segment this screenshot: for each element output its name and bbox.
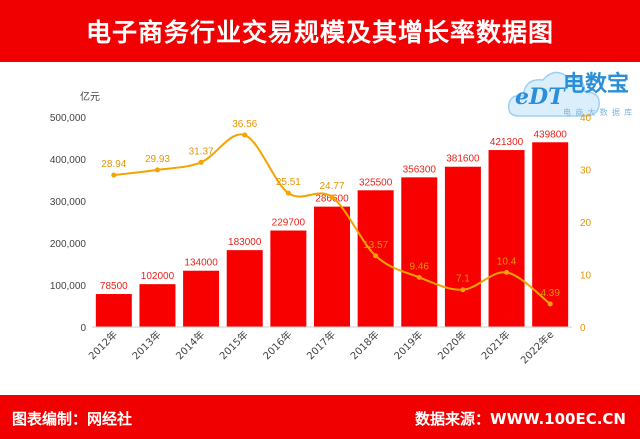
x-tick-label: 2014年 — [173, 328, 207, 362]
x-tick-label: 2012年 — [86, 328, 120, 362]
line-point — [242, 132, 248, 138]
y2-tick-label: 20 — [580, 218, 592, 229]
bar-value-label: 325500 — [359, 177, 393, 188]
bar-value-label: 102000 — [141, 271, 175, 282]
line-point — [111, 172, 117, 178]
bar — [444, 166, 481, 327]
bar — [183, 270, 220, 327]
y-tick-label: 0 — [80, 323, 86, 334]
bar-line-chart: 亿元 0100,000200,000300,000400,000500,000 … — [50, 90, 592, 367]
y-axis-label: 亿元 — [80, 90, 100, 103]
bar — [532, 142, 569, 327]
line-point — [285, 190, 291, 196]
y-tick-label: 500,000 — [50, 113, 87, 124]
y2-tick-label: 40 — [580, 113, 592, 124]
line-point — [373, 253, 379, 259]
line-point — [198, 159, 204, 165]
line-value-label: 36.56 — [232, 119, 257, 130]
y-tick-label: 100,000 — [50, 281, 87, 292]
y-tick-label: 400,000 — [50, 155, 87, 166]
x-tick-label: 2022年e — [518, 328, 557, 367]
bar — [488, 150, 525, 327]
line-value-label: 29.93 — [145, 154, 170, 165]
line-value-label: 31.37 — [189, 146, 214, 157]
line-point — [547, 301, 553, 307]
y2-tick-label: 30 — [580, 166, 592, 177]
bar-value-label: 439800 — [533, 129, 567, 140]
logo-subtitle: 电 商 大 数 据 库 — [563, 108, 634, 117]
x-tick-label: 2020年 — [435, 328, 469, 362]
x-tick-label: 2019年 — [391, 328, 425, 362]
bar — [270, 230, 307, 327]
x-tick-label: 2018年 — [347, 328, 381, 362]
line-point — [416, 274, 422, 280]
line-value-label: 9.46 — [410, 261, 430, 272]
line-value-label: 10.4 — [497, 256, 517, 267]
title-banner: 电子商务行业交易规模及其增长率数据图 — [0, 0, 640, 62]
logo-name: 电数宝 — [563, 72, 630, 97]
bar-value-label: 78500 — [100, 281, 128, 292]
y-tick-label: 300,000 — [50, 197, 87, 208]
bar-value-label: 183000 — [228, 237, 262, 248]
bar-value-label: 381600 — [446, 154, 480, 165]
bar — [95, 294, 132, 327]
line-point — [460, 287, 466, 293]
logo-mark: eDT — [515, 84, 565, 110]
bar-value-label: 421300 — [490, 137, 524, 148]
y-tick-label: 200,000 — [50, 239, 87, 250]
bar — [139, 284, 176, 327]
line-point — [504, 269, 510, 275]
y2-tick-label: 10 — [580, 271, 592, 282]
chart-compiler: 图表编制：网经社 — [12, 410, 133, 428]
line-value-label: 7.1 — [456, 274, 470, 285]
x-tick-label: 2016年 — [260, 328, 294, 362]
bar — [314, 206, 350, 327]
bar-value-label: 134000 — [184, 258, 218, 269]
x-tick-label: 2015年 — [217, 328, 251, 362]
footer-banner: 图表编制：网经社 数据来源：WWW.100EC.CN — [0, 395, 640, 439]
x-tick-label: 2013年 — [129, 328, 163, 362]
bar — [401, 177, 438, 327]
chart-title: 电子商务行业交易规模及其增长率数据图 — [85, 18, 554, 47]
bar-value-label: 229700 — [272, 218, 306, 229]
line-point — [154, 167, 160, 173]
bar-value-label: 356300 — [403, 164, 437, 175]
data-source: 数据来源：WWW.100EC.CN — [415, 410, 626, 428]
line-value-label: 28.94 — [101, 159, 126, 170]
y2-tick-label: 0 — [580, 323, 586, 334]
bar — [357, 190, 394, 327]
bar — [226, 250, 263, 327]
x-tick-label: 2021年 — [478, 328, 512, 362]
cloud-logo-icon — [507, 71, 600, 117]
line-value-label: 4.39 — [540, 288, 560, 299]
line-value-label: 25.51 — [276, 177, 301, 188]
line-value-label: 13.57 — [363, 240, 388, 251]
x-tick-label: 2017年 — [304, 328, 338, 362]
line-point — [329, 194, 335, 200]
line-value-label: 24.77 — [319, 181, 344, 192]
